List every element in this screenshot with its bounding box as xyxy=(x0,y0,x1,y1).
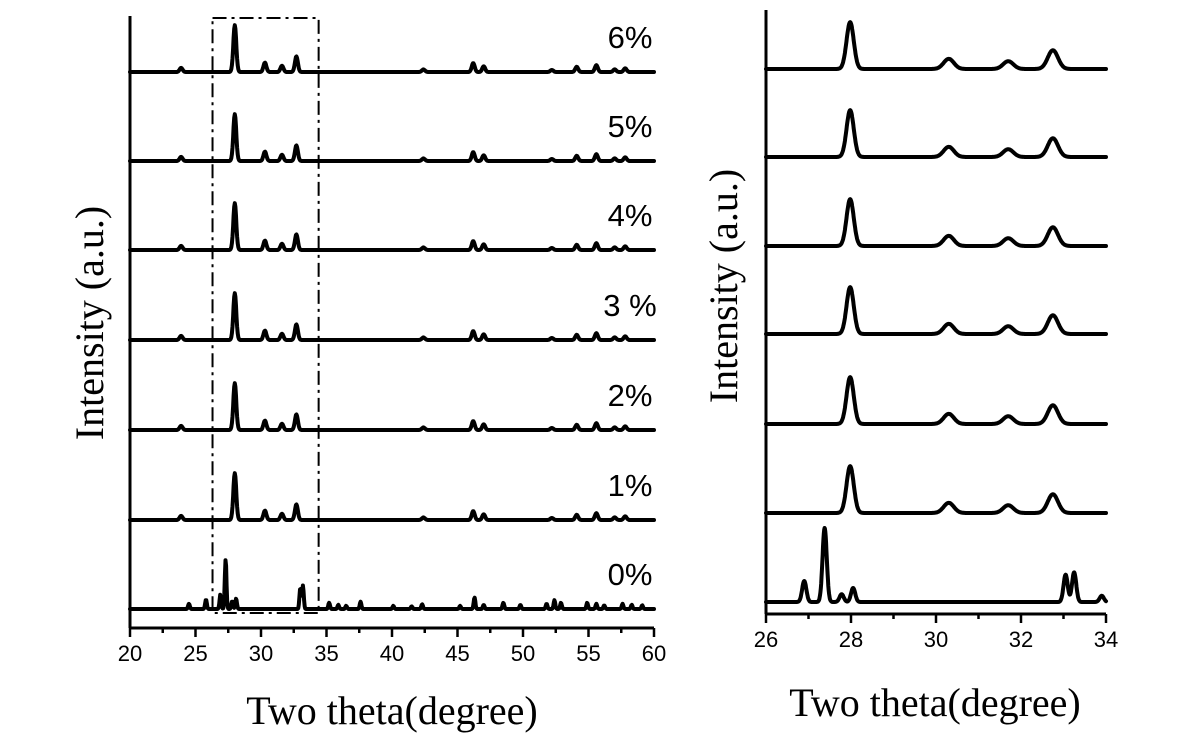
right-x-tick-label: 34 xyxy=(1094,627,1118,652)
zoom-region-box xyxy=(211,17,320,614)
left-axes: 20 25 30 35 40 45 50 55 60 xyxy=(118,16,666,666)
right-x-tick-label: 28 xyxy=(839,627,863,652)
left-x-tick-label: 45 xyxy=(445,641,469,666)
left-trace-4 xyxy=(128,291,656,342)
left-x-axis-title: Two theta(degree) xyxy=(246,688,537,733)
left-trace-2 xyxy=(128,112,656,163)
series-label-2: 5% xyxy=(608,109,653,144)
right-panel: 26 28 30 32 34 Two theta(degree) Intensity (… xyxy=(701,10,1118,725)
right-x-axis-title: Two theta(degree) xyxy=(789,680,1080,725)
left-x-tick-label: 60 xyxy=(642,641,666,666)
left-trace-1 xyxy=(128,23,656,74)
left-trace-3 xyxy=(128,201,656,252)
series-label-7: 0% xyxy=(608,557,653,592)
right-y-axis-title: Intensity (a.u.) xyxy=(701,169,746,403)
series-label-5: 2% xyxy=(608,378,653,413)
series-label-3: 4% xyxy=(608,198,653,233)
left-x-tick-label: 20 xyxy=(118,641,142,666)
left-x-tick-label: 40 xyxy=(380,641,404,666)
right-axes: 26 28 30 32 34 xyxy=(754,10,1118,652)
right-trace-6 xyxy=(764,464,1108,515)
left-x-tick-label: 55 xyxy=(576,641,600,666)
left-x-tick-label: 50 xyxy=(511,641,535,666)
right-traces xyxy=(764,20,1108,604)
series-label-6: 1% xyxy=(608,468,653,503)
left-trace-7 xyxy=(128,558,656,611)
left-panel: 6% 5% 4% 3 % 2% 1% 0% 20 25 30 35 40 45 50 55 60 Two t… xyxy=(67,16,666,733)
right-trace-5 xyxy=(764,375,1108,426)
right-trace-4 xyxy=(764,285,1108,336)
right-x-tick-label: 26 xyxy=(754,627,778,652)
left-traces xyxy=(128,23,656,611)
series-label-1: 6% xyxy=(608,20,653,55)
left-x-tick-label: 25 xyxy=(183,641,207,666)
left-x-tick-label: 35 xyxy=(314,641,338,666)
right-trace-7 xyxy=(764,526,1108,604)
left-x-tick-label: 30 xyxy=(249,641,273,666)
right-x-tick-label: 30 xyxy=(924,627,948,652)
right-x-tick-label: 32 xyxy=(1009,627,1033,652)
series-label-4: 3 % xyxy=(603,288,656,323)
right-trace-3 xyxy=(764,197,1108,248)
left-y-axis-title: Intensity (a.u.) xyxy=(67,206,112,440)
right-trace-2 xyxy=(764,108,1108,159)
left-trace-5 xyxy=(128,381,656,432)
right-trace-1 xyxy=(764,20,1108,71)
left-series-labels: 6% 5% 4% 3 % 2% 1% 0% xyxy=(603,20,656,592)
left-trace-6 xyxy=(128,471,656,522)
